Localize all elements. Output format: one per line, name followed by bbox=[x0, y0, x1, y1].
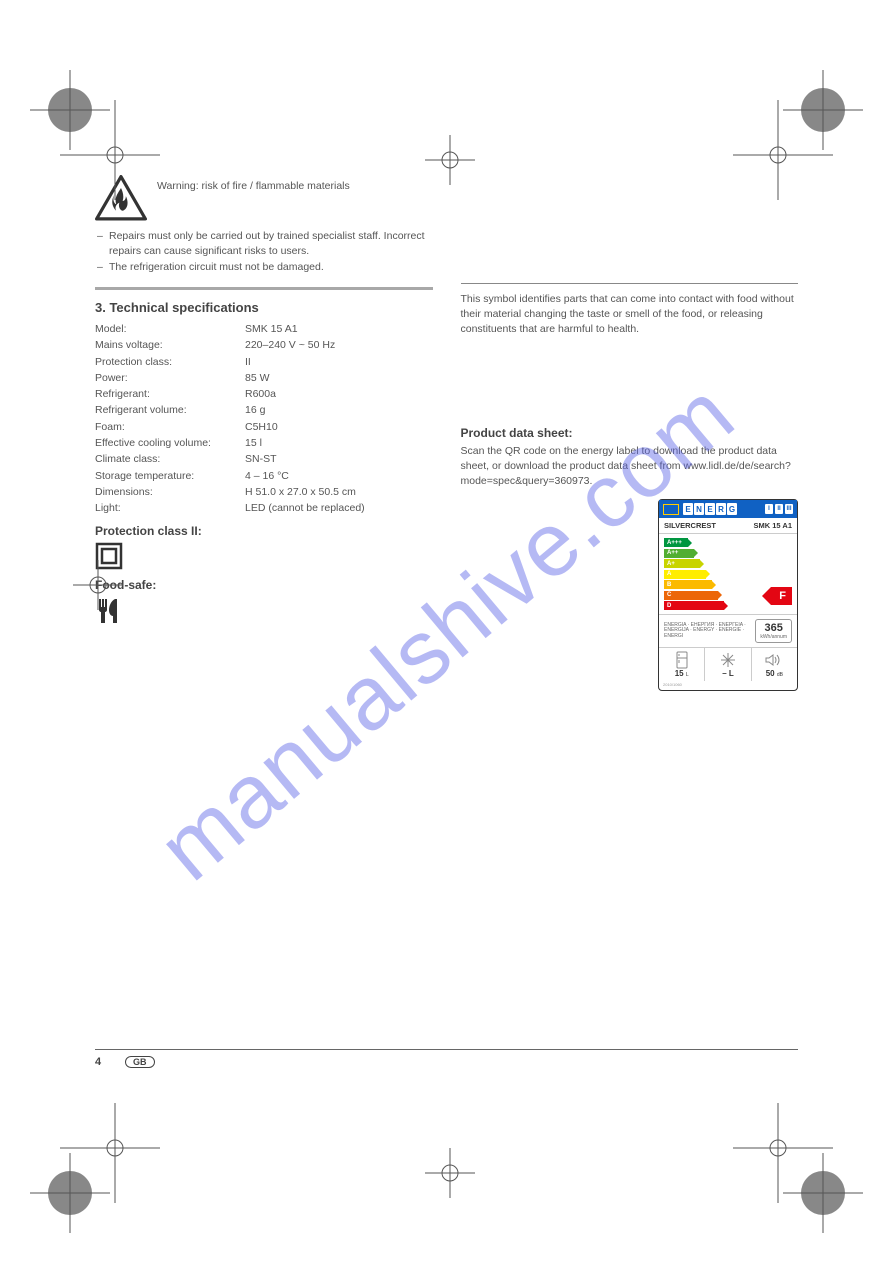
right-column: This symbol identifies parts that can co… bbox=[461, 175, 799, 691]
fridge-icon bbox=[662, 651, 701, 669]
left-column: Warning: risk of fire / flammable materi… bbox=[95, 175, 433, 691]
energy-kwh-unit: kWh/annum bbox=[760, 634, 787, 640]
energy-label: E N E R G I II III SILVERCREST SMK 15 A1 bbox=[658, 499, 798, 691]
energy-label-brand-row: SILVERCREST SMK 15 A1 bbox=[659, 518, 797, 534]
energy-class-arrow: A+ bbox=[664, 559, 700, 568]
page-footer: 4 GB bbox=[95, 1049, 798, 1068]
bullet-item: Repairs must only be carried out by trai… bbox=[95, 229, 433, 259]
protection-class-label: Protection class II: bbox=[95, 524, 433, 538]
energy-class-arrow: C bbox=[664, 591, 718, 600]
energy-bottom-cell: 15 L bbox=[659, 648, 705, 681]
food-safe-description: This symbol identifies parts that can co… bbox=[461, 292, 799, 338]
energy-class-arrow: D bbox=[664, 601, 724, 610]
crop-mark-top-right bbox=[733, 60, 873, 200]
energy-bottom-cell: – L bbox=[705, 648, 751, 681]
energy-header-roman: I II III bbox=[765, 504, 793, 514]
eu-flag-icon bbox=[663, 504, 679, 515]
energy-class-row: A++ bbox=[664, 549, 792, 558]
energy-kwh-row: ENERGIA · ЕНЕРГИЯ · ΕΝΕΡΓΕΙΑ · ENERGIJA … bbox=[659, 614, 797, 647]
region-badge: GB bbox=[125, 1056, 155, 1068]
section-divider bbox=[95, 287, 433, 290]
flame-warning-text: Warning: risk of fire / flammable materi… bbox=[157, 175, 350, 193]
sound-icon bbox=[755, 651, 794, 669]
energy-header-letters: E N E R G bbox=[683, 503, 737, 515]
energy-kwh-languages: ENERGIA · ЕНЕРГИЯ · ΕΝΕΡΓΕΙΑ · ENERGIJA … bbox=[664, 623, 749, 640]
crop-mark-bottom-right bbox=[733, 1103, 873, 1243]
page-number: 4 bbox=[95, 1056, 115, 1068]
crop-mark-top-left bbox=[20, 60, 160, 200]
energy-label-header: E N E R G I II III bbox=[659, 500, 797, 518]
energy-class-arrows: A+++ A++A+ ABCD F bbox=[659, 534, 797, 614]
datasheet-heading: Product data sheet: bbox=[461, 426, 799, 440]
crop-mark-top-center bbox=[420, 130, 480, 190]
energy-bottom-row: 15 L– L 50 dB bbox=[659, 647, 797, 681]
energy-class-row: A+++ bbox=[664, 538, 792, 547]
energy-class-row: A bbox=[664, 570, 792, 579]
tech-spec-heading: 3. Technical specifications bbox=[95, 300, 433, 315]
crop-mark-left-center bbox=[68, 555, 128, 615]
energy-highlight-arrow: F bbox=[771, 587, 792, 605]
datasheet-text: Scan the QR code on the energy label to … bbox=[461, 444, 799, 490]
column-rule bbox=[461, 283, 799, 284]
energy-class-arrow: A bbox=[664, 570, 706, 579]
warning-bullets: Repairs must only be carried out by trai… bbox=[95, 229, 433, 276]
energy-class-arrow: A+++ bbox=[664, 538, 688, 547]
energy-model: SMK 15 A1 bbox=[754, 521, 793, 530]
energy-class-arrow: A++ bbox=[664, 549, 694, 558]
page-content: Warning: risk of fire / flammable materi… bbox=[95, 175, 798, 1068]
energy-regulation: 2010/1060 bbox=[659, 681, 797, 690]
snowflake-icon bbox=[708, 651, 747, 669]
energy-brand: SILVERCREST bbox=[664, 521, 716, 530]
energy-kwh-value: 365 bbox=[760, 622, 787, 634]
food-safe-label: Food-safe: bbox=[95, 578, 433, 592]
energy-class-arrow: B bbox=[664, 580, 712, 589]
crop-mark-bottom-left bbox=[20, 1103, 160, 1243]
crop-mark-bottom-center bbox=[420, 1143, 480, 1203]
bullet-item: The refrigeration circuit must not be da… bbox=[95, 260, 433, 275]
energy-class-row: A+ bbox=[664, 559, 792, 568]
energy-bottom-cell: 50 dB bbox=[752, 648, 797, 681]
spec-table: Model:SMK 15 A1 Mains voltage:220–240 V … bbox=[95, 321, 433, 516]
